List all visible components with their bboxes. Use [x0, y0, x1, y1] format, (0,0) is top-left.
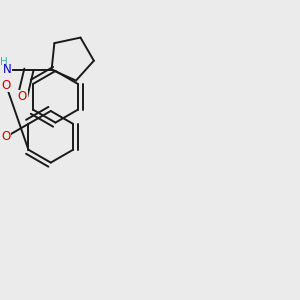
Text: O: O — [2, 130, 11, 143]
Text: O: O — [2, 79, 11, 92]
Text: H: H — [0, 57, 8, 68]
Text: O: O — [18, 90, 27, 103]
Text: N: N — [3, 63, 11, 76]
